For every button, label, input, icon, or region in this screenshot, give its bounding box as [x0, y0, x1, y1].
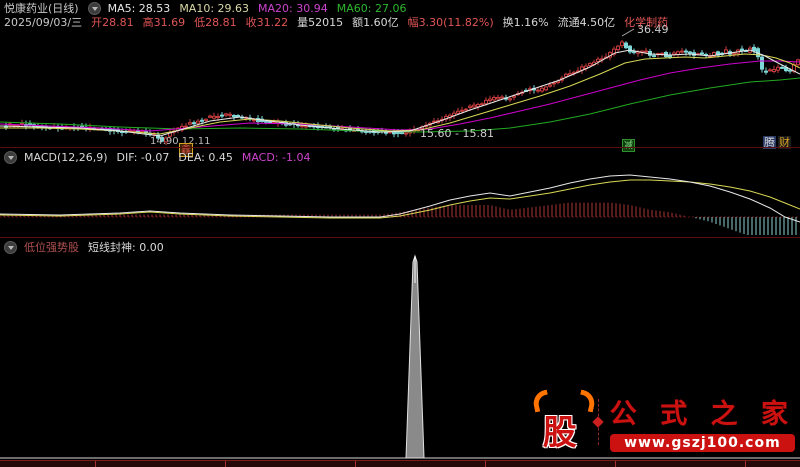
collapse-chevron-icon[interactable]: [4, 241, 17, 254]
axis-tick: [745, 461, 746, 467]
low-price-annotation: 14.90 12.11: [150, 136, 211, 147]
quote-info-item: 化学制药: [624, 16, 669, 29]
bull-horn-right-icon: [576, 389, 597, 413]
gap-price-annotation: 15.60 - 15.81: [420, 127, 494, 140]
quote-info-item: 流通4.50亿: [557, 16, 616, 29]
macd-chart[interactable]: [0, 148, 800, 237]
macd-value-label: MACD: -1.04: [241, 151, 311, 164]
signal-indicator-panel[interactable]: 低位强势股 短线封神: 0.00: [0, 238, 800, 460]
logo-divider: [592, 399, 604, 445]
logo-stock-character: 股: [542, 413, 577, 453]
axis-tick: [485, 461, 486, 467]
axis-tick: [615, 461, 616, 467]
signal-value-label: 短线封神: 0.00: [88, 241, 164, 254]
time-axis[interactable]: [0, 460, 800, 467]
axis-tick: [95, 461, 96, 467]
quote-info-item: 幅3.30(11.82%): [407, 16, 494, 29]
quote-info-item: 低28.81: [194, 16, 237, 29]
ma-value-label: MA20: 30.94: [258, 2, 328, 15]
gold-marker-badge[interactable]: 鑫: [179, 143, 193, 157]
macd-header: MACD(12,26,9) DIF: -0.07 DEA: 0.45 MACD: -1…: [4, 151, 320, 164]
ma-value-label: MA10: 29.63: [179, 2, 250, 15]
quote-info-item: 额1.60亿: [352, 16, 399, 29]
candlestick-chart[interactable]: 36.49: [0, 0, 800, 147]
macd-panel[interactable]: MACD(12,26,9) DIF: -0.07 DEA: 0.45 MACD: -1…: [0, 148, 800, 237]
macd-value-label: DEA: 0.45: [178, 151, 233, 164]
quote-info-item: 换1.16%: [502, 16, 549, 29]
reduction-marker-badge[interactable]: 减: [622, 139, 635, 152]
axis-tick: [355, 461, 356, 467]
signal-chart[interactable]: [0, 238, 800, 460]
gszj-logo: 股 公 式 之 家 www.gszj100.com: [530, 389, 795, 453]
collapse-chevron-icon[interactable]: [4, 151, 17, 164]
macd-value-label: MACD(12,26,9): [24, 151, 108, 164]
diamond-icon: [592, 416, 604, 428]
ma-value-label: MA60: 27.06: [336, 2, 407, 15]
collapse-chevron-icon[interactable]: [87, 2, 101, 15]
watermark-badge: 腾财: [763, 136, 791, 149]
panel-divider[interactable]: [0, 237, 800, 238]
chart-header-line2: 2025/09/03/三 开28.81 高31.69 低28.81 收31.22 量520…: [4, 16, 677, 29]
quote-info-item: 高31.69: [142, 16, 186, 29]
panel-divider[interactable]: [0, 147, 800, 148]
signal-value-label: 低位强势股: [24, 241, 79, 254]
logo-brand-text: 公 式 之 家: [609, 399, 795, 430]
signal-header: 低位强势股 短线封神: 0.00: [4, 241, 173, 254]
quote-info-item: 量52015: [297, 16, 344, 29]
quote-info-item: 2025/09/03/三: [4, 16, 83, 29]
main-chart-panel[interactable]: 36.49 悦康药业(日线) MA5: 28.53 MA10: 29.63 MA20…: [0, 0, 800, 157]
stock-title: 悦康药业(日线): [4, 2, 79, 15]
quote-info-item: 收31.22: [245, 16, 289, 29]
bull-icon: 股: [530, 389, 597, 453]
axis-tick: [225, 461, 226, 467]
chart-header-line1: 悦康药业(日线) MA5: 28.53 MA10: 29.63 MA20: 30.9…: [4, 2, 415, 15]
ma-value-label: MA5: 28.53: [107, 2, 171, 15]
high-price-label: 36.49: [637, 23, 669, 36]
quote-info-item: 开28.81: [91, 16, 134, 29]
macd-value-label: DIF: -0.07: [116, 151, 170, 164]
logo-url: www.gszj100.com: [609, 434, 795, 452]
